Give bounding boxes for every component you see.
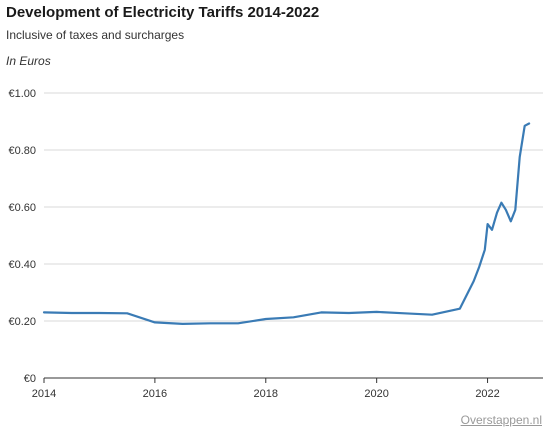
y-tick-label: €0.60 bbox=[8, 202, 36, 214]
axes: €0 €0.20 €0.40 €0.60 €0.80 €1.00 2014 2016 2018 2… bbox=[8, 88, 543, 400]
series-line bbox=[42, 122, 531, 325]
y-tick-label: €0.80 bbox=[8, 145, 36, 157]
y-tick-label: €0.20 bbox=[8, 316, 36, 328]
y-tick-label: €1.00 bbox=[8, 88, 36, 100]
x-tick-label: 2020 bbox=[364, 388, 388, 400]
x-tick-label: 2022 bbox=[475, 388, 499, 400]
x-tick-label: 2018 bbox=[254, 388, 278, 400]
unit-label: In Euros bbox=[6, 54, 51, 68]
y-tick-label: €0 bbox=[24, 373, 36, 385]
chart-title: Development of Electricity Tariffs 2014-… bbox=[6, 4, 320, 21]
source-link[interactable]: Overstappen.nl bbox=[460, 413, 542, 427]
series bbox=[42, 122, 531, 325]
x-tick-label: 2014 bbox=[32, 388, 56, 400]
gridlines bbox=[44, 92, 543, 322]
chart-subtitle: Inclusive of taxes and surcharges bbox=[6, 28, 185, 42]
x-tick-label: 2016 bbox=[143, 388, 167, 400]
y-tick-label: €0.40 bbox=[8, 259, 36, 271]
